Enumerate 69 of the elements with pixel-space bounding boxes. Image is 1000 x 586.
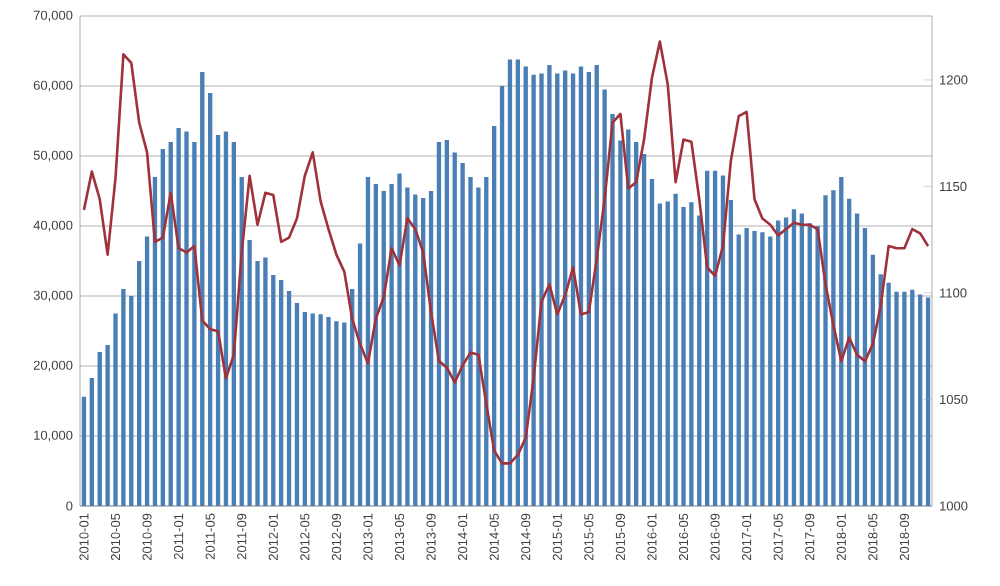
bar xyxy=(760,232,765,506)
bar xyxy=(673,193,678,506)
bar xyxy=(925,297,931,506)
bar xyxy=(326,317,331,506)
bar xyxy=(444,139,450,506)
bar xyxy=(492,125,497,506)
bar xyxy=(436,142,442,506)
bar xyxy=(894,291,899,506)
bar xyxy=(791,209,797,506)
bar xyxy=(302,312,308,506)
bar xyxy=(452,152,457,506)
bar xyxy=(886,282,891,506)
bar xyxy=(768,236,773,506)
bar xyxy=(862,228,868,506)
bar xyxy=(97,352,102,506)
bar xyxy=(310,313,315,506)
bar xyxy=(918,294,923,506)
bar xyxy=(137,261,142,506)
bar xyxy=(208,93,213,506)
bar xyxy=(129,296,134,506)
bar xyxy=(81,396,87,506)
bar xyxy=(839,177,844,506)
bar xyxy=(499,86,505,506)
bar xyxy=(744,228,749,506)
bar xyxy=(286,291,292,506)
bar xyxy=(539,73,544,506)
bar xyxy=(342,322,347,506)
bar xyxy=(531,74,536,506)
bar xyxy=(176,128,181,506)
bar xyxy=(318,314,323,506)
bar xyxy=(799,213,805,506)
bar xyxy=(910,289,915,506)
bar xyxy=(279,279,284,506)
bar xyxy=(397,173,402,506)
bar xyxy=(515,59,521,506)
bar xyxy=(547,65,552,506)
bar xyxy=(807,223,812,506)
bar xyxy=(586,72,592,506)
bar xyxy=(263,257,268,506)
bar xyxy=(570,73,576,506)
bar xyxy=(215,135,221,506)
bar xyxy=(555,73,560,506)
bar xyxy=(294,303,300,506)
bar xyxy=(649,179,655,506)
bar xyxy=(657,203,663,506)
bar xyxy=(578,66,584,506)
bar xyxy=(413,194,418,506)
bar xyxy=(160,149,166,506)
bar xyxy=(736,234,741,506)
bar xyxy=(712,170,718,506)
bar xyxy=(854,213,860,506)
bar xyxy=(665,201,670,506)
bar xyxy=(334,321,339,506)
bar xyxy=(121,289,126,506)
bar xyxy=(847,198,852,506)
bar xyxy=(902,291,907,506)
bar xyxy=(728,200,734,506)
bar xyxy=(752,230,757,506)
bar xyxy=(144,236,150,506)
bar xyxy=(634,142,639,506)
bar xyxy=(507,59,513,506)
bar xyxy=(89,377,95,506)
bar xyxy=(823,195,828,506)
bar xyxy=(776,220,781,506)
bar xyxy=(641,153,647,506)
bar xyxy=(563,70,568,506)
bar xyxy=(184,131,189,506)
bar xyxy=(689,202,694,506)
bar xyxy=(783,217,789,506)
